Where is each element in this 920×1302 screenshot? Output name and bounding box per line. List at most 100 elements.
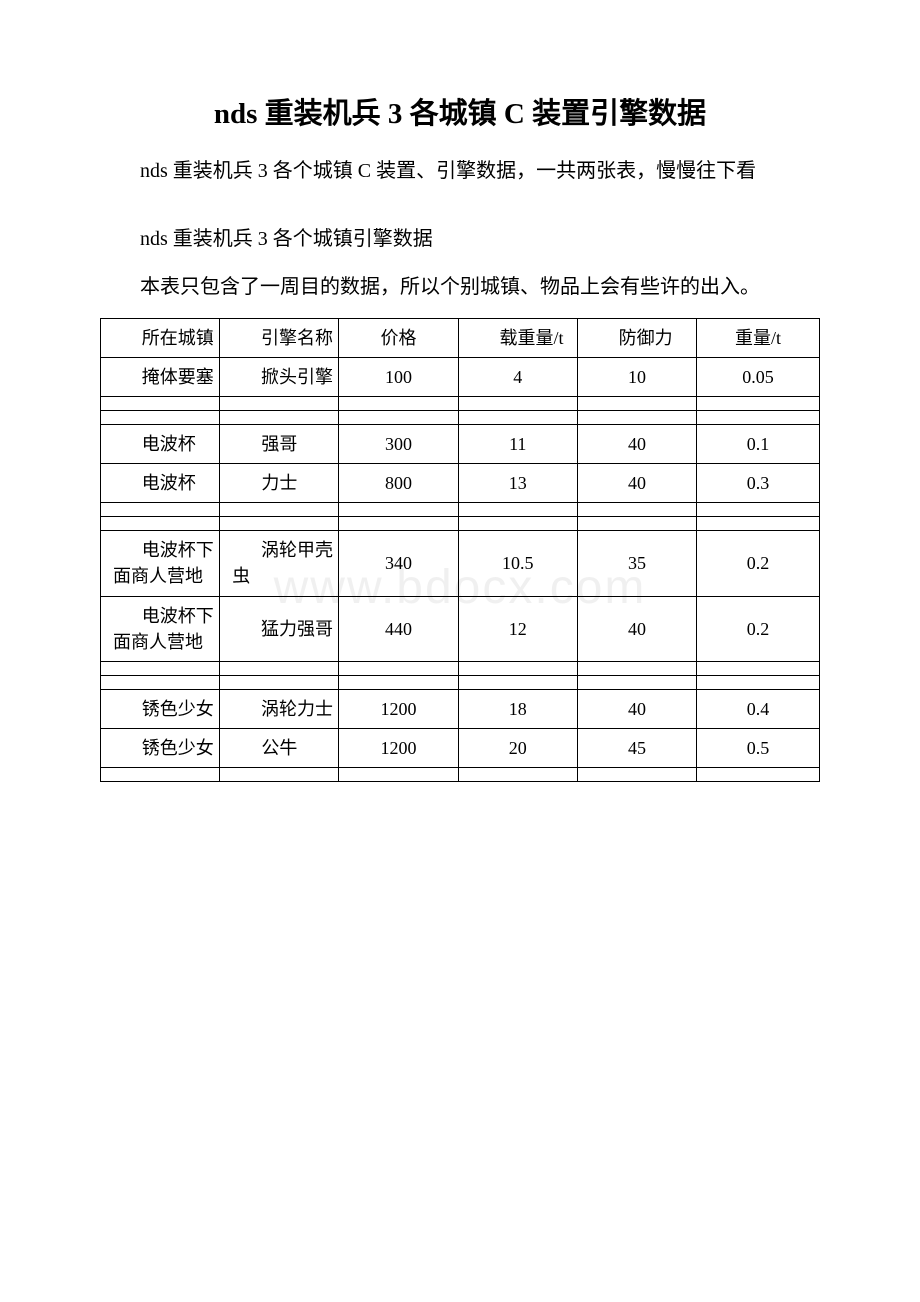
table-row: 锈色少女涡轮力士120018400.4 bbox=[101, 689, 820, 728]
table-cell-empty bbox=[697, 675, 820, 689]
table-row: 电波杯强哥30011400.1 bbox=[101, 425, 820, 464]
table-cell: 掀头引擎 bbox=[220, 358, 339, 397]
table-cell: 800 bbox=[339, 464, 458, 503]
table-header-cell: 价格 bbox=[339, 319, 458, 358]
table-cell-empty bbox=[101, 517, 220, 531]
table-cell: 440 bbox=[339, 596, 458, 661]
table-cell-empty bbox=[101, 397, 220, 411]
table-cell-empty bbox=[697, 767, 820, 781]
table-cell-empty bbox=[101, 411, 220, 425]
table-cell-empty bbox=[101, 503, 220, 517]
table-cell: 4 bbox=[458, 358, 577, 397]
table-cell: 0.5 bbox=[697, 728, 820, 767]
table-cell-empty bbox=[220, 675, 339, 689]
table-cell: 40 bbox=[577, 425, 696, 464]
table-header-row: 所在城镇引擎名称价格载重量/t防御力重量/t bbox=[101, 319, 820, 358]
page-title: nds 重装机兵 3 各城镇 C 装置引擎数据 bbox=[100, 90, 820, 132]
table-row bbox=[101, 503, 820, 517]
table-cell: 涡轮甲壳虫 bbox=[220, 531, 339, 596]
table-cell: 35 bbox=[577, 531, 696, 596]
table-cell: 11 bbox=[458, 425, 577, 464]
table-cell-empty bbox=[458, 397, 577, 411]
table-cell-empty bbox=[101, 675, 220, 689]
table-row bbox=[101, 411, 820, 425]
table-cell-empty bbox=[577, 411, 696, 425]
table-cell-empty bbox=[458, 675, 577, 689]
table-cell-empty bbox=[220, 397, 339, 411]
table-cell-empty bbox=[101, 661, 220, 675]
table-cell: 12 bbox=[458, 596, 577, 661]
spacer bbox=[100, 202, 820, 222]
table-cell-empty bbox=[458, 661, 577, 675]
table-row bbox=[101, 517, 820, 531]
table-cell: 18 bbox=[458, 689, 577, 728]
table-row: 电波杯力士80013400.3 bbox=[101, 464, 820, 503]
table-cell-empty bbox=[220, 503, 339, 517]
table-cell: 10.5 bbox=[458, 531, 577, 596]
subheading: nds 重装机兵 3 各个城镇引擎数据 bbox=[100, 222, 820, 256]
table-cell: 0.3 bbox=[697, 464, 820, 503]
table-cell: 电波杯 bbox=[101, 425, 220, 464]
table-cell-empty bbox=[458, 503, 577, 517]
table-cell: 公牛 bbox=[220, 728, 339, 767]
table-cell-empty bbox=[577, 397, 696, 411]
table-header-cell: 引擎名称 bbox=[220, 319, 339, 358]
table-cell-empty bbox=[220, 661, 339, 675]
table-cell: 锈色少女 bbox=[101, 689, 220, 728]
table-cell: 40 bbox=[577, 464, 696, 503]
table-cell-empty bbox=[339, 397, 458, 411]
table-cell: 20 bbox=[458, 728, 577, 767]
table-cell-empty bbox=[339, 661, 458, 675]
table-cell: 强哥 bbox=[220, 425, 339, 464]
table-row: 掩体要塞掀头引擎1004100.05 bbox=[101, 358, 820, 397]
table-cell-empty bbox=[339, 517, 458, 531]
table-cell-empty bbox=[697, 661, 820, 675]
table-cell-empty bbox=[577, 661, 696, 675]
table-cell: 0.2 bbox=[697, 596, 820, 661]
table-header-cell: 防御力 bbox=[577, 319, 696, 358]
note-paragraph: 本表只包含了一周目的数据，所以个别城镇、物品上会有些许的出入。 bbox=[100, 270, 820, 304]
table-cell-empty bbox=[220, 411, 339, 425]
table-cell-empty bbox=[577, 675, 696, 689]
table-cell: 0.1 bbox=[697, 425, 820, 464]
table-cell: 涡轮力士 bbox=[220, 689, 339, 728]
table-cell: 电波杯下面商人营地 bbox=[101, 596, 220, 661]
table-cell: 电波杯 bbox=[101, 464, 220, 503]
table-cell-empty bbox=[339, 767, 458, 781]
table-cell-empty bbox=[339, 411, 458, 425]
table-cell-empty bbox=[697, 503, 820, 517]
table-row bbox=[101, 397, 820, 411]
table-cell-empty bbox=[220, 767, 339, 781]
table-row: 电波杯下面商人营地涡轮甲壳虫34010.5350.2 bbox=[101, 531, 820, 596]
intro-paragraph: nds 重装机兵 3 各个城镇 C 装置、引擎数据，一共两张表，慢慢往下看 bbox=[100, 154, 820, 188]
table-cell: 0.2 bbox=[697, 531, 820, 596]
table-cell: 掩体要塞 bbox=[101, 358, 220, 397]
table-cell-empty bbox=[339, 503, 458, 517]
table-cell: 猛力强哥 bbox=[220, 596, 339, 661]
table-row bbox=[101, 661, 820, 675]
table-cell: 40 bbox=[577, 596, 696, 661]
table-cell: 10 bbox=[577, 358, 696, 397]
table-cell: 40 bbox=[577, 689, 696, 728]
table-cell: 13 bbox=[458, 464, 577, 503]
table-cell-empty bbox=[577, 767, 696, 781]
table-cell-empty bbox=[458, 411, 577, 425]
table-cell-empty bbox=[697, 517, 820, 531]
table-cell: 1200 bbox=[339, 689, 458, 728]
table-header-cell: 重量/t bbox=[697, 319, 820, 358]
table-header-cell: 所在城镇 bbox=[101, 319, 220, 358]
table-header-cell: 载重量/t bbox=[458, 319, 577, 358]
table-cell-empty bbox=[458, 517, 577, 531]
table-cell: 300 bbox=[339, 425, 458, 464]
table-cell-empty bbox=[697, 411, 820, 425]
engine-table: 所在城镇引擎名称价格载重量/t防御力重量/t掩体要塞掀头引擎1004100.05… bbox=[100, 318, 820, 782]
table-cell-empty bbox=[458, 767, 577, 781]
table-row bbox=[101, 675, 820, 689]
table-cell: 340 bbox=[339, 531, 458, 596]
table-cell: 0.4 bbox=[697, 689, 820, 728]
table-cell: 电波杯下面商人营地 bbox=[101, 531, 220, 596]
table-row: 锈色少女公牛120020450.5 bbox=[101, 728, 820, 767]
table-cell-empty bbox=[697, 397, 820, 411]
table-cell: 45 bbox=[577, 728, 696, 767]
table-row: 电波杯下面商人营地猛力强哥44012400.2 bbox=[101, 596, 820, 661]
